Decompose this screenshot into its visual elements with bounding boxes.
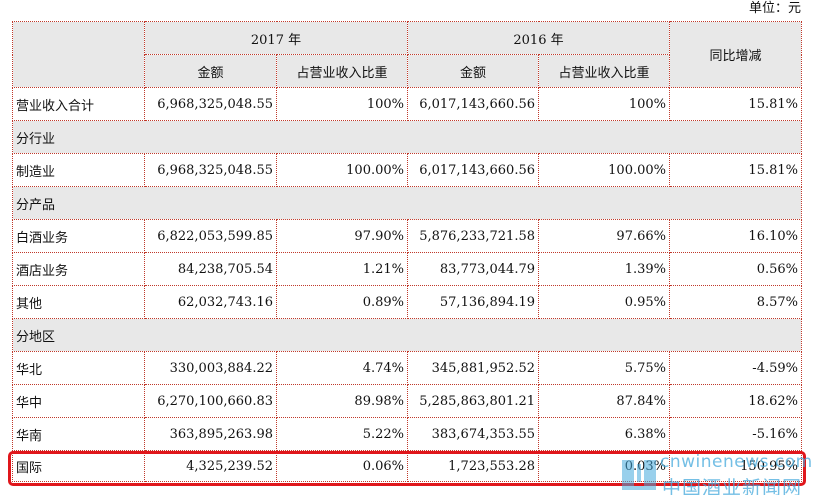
row-label: 制造业	[12, 153, 145, 187]
table-row: 华中 6,270,100,660.83 89.98% 5,285,863,801…	[12, 384, 802, 418]
amount-2016: 57,136,894.19	[407, 285, 539, 319]
amount-2017: 363,895,263.98	[144, 417, 277, 451]
yoy-change: -4.59%	[669, 351, 802, 385]
header-row-years: 2017 年 2016 年 同比增减	[12, 21, 802, 88]
share-2016: 5.75%	[538, 351, 670, 385]
amount-2017: 6,968,325,048.55	[144, 87, 277, 121]
revenue-table: 2017 年 2016 年 同比增减 金额 占营业收入比重 金额 占营业收入比重…	[12, 21, 802, 482]
share-2017: 97.90%	[276, 219, 408, 253]
header-share-2017: 占营业收入比重	[276, 54, 408, 88]
amount-2016: 83,773,044.79	[407, 252, 539, 286]
section-label: 分地区	[12, 318, 802, 352]
section-row: 分产品	[12, 186, 802, 220]
table-row: 营业收入合计 6,968,325,048.55 100% 6,017,143,6…	[12, 87, 802, 121]
share-2016: 0.95%	[538, 285, 670, 319]
header-amount-2016: 金额	[407, 54, 539, 88]
header-share-2016: 占营业收入比重	[538, 54, 670, 88]
amount-2016: 6,017,143,660.56	[407, 87, 539, 121]
yoy-change: 16.10%	[669, 219, 802, 253]
amount-2016: 345,881,952.52	[407, 351, 539, 385]
share-2016: 100.00%	[538, 153, 670, 187]
yoy-change: 0.56%	[669, 252, 802, 286]
row-label: 华北	[12, 351, 145, 385]
share-2016: 97.66%	[538, 219, 670, 253]
share-2017: 0.89%	[276, 285, 408, 319]
row-label: 其他	[12, 285, 145, 319]
section-label: 分行业	[12, 120, 802, 154]
header-amount-2017: 金额	[144, 54, 277, 88]
header-blank	[12, 21, 145, 88]
share-2016: 6.38%	[538, 417, 670, 451]
amount-2016: 5,285,863,801.21	[407, 384, 539, 418]
yoy-change: 8.57%	[669, 285, 802, 319]
amount-2017: 6,822,053,599.85	[144, 219, 277, 253]
yoy-change: 15.81%	[669, 87, 802, 121]
row-label: 营业收入合计	[12, 87, 145, 121]
header-2017: 2017 年	[144, 21, 408, 55]
row-label: 华中	[12, 384, 145, 418]
section-row: 分行业	[12, 120, 802, 154]
yoy-change: 18.62%	[669, 384, 802, 418]
table-row: 其他 62,032,743.16 0.89% 57,136,894.19 0.9…	[12, 285, 802, 319]
row-label: 国际	[12, 450, 145, 482]
table-row: 华北 330,003,884.22 4.74% 345,881,952.52 5…	[12, 351, 802, 385]
share-2017: 89.98%	[276, 384, 408, 418]
amount-2017: 4,325,239.52	[144, 450, 277, 482]
watermark: cnwinenews.com 中国酒业新闻网	[612, 452, 819, 495]
yoy-change: -5.16%	[669, 417, 802, 451]
yoy-change: 15.81%	[669, 153, 802, 187]
share-2016: 87.84%	[538, 384, 670, 418]
share-2017: 1.21%	[276, 252, 408, 286]
amount-2016: 6,017,143,660.56	[407, 153, 539, 187]
table-row: 白酒业务 6,822,053,599.85 97.90% 5,876,233,7…	[12, 219, 802, 253]
watermark-site-name: 中国酒业新闻网	[662, 477, 803, 495]
share-2017: 100%	[276, 87, 408, 121]
header-2016: 2016 年	[407, 21, 670, 55]
table-row: 制造业 6,968,325,048.55 100.00% 6,017,143,6…	[12, 153, 802, 187]
amount-2017: 62,032,743.16	[144, 285, 277, 319]
share-2017: 100.00%	[276, 153, 408, 187]
amount-2017: 84,238,705.54	[144, 252, 277, 286]
share-2016: 1.39%	[538, 252, 670, 286]
share-2016: 100%	[538, 87, 670, 121]
header-row-sub: 金额 占营业收入比重 金额 占营业收入比重	[13, 54, 802, 88]
amount-2016: 5,876,233,721.58	[407, 219, 539, 253]
amount-2017: 6,968,325,048.55	[144, 153, 277, 187]
row-label: 白酒业务	[12, 219, 145, 253]
watermark-url: cnwinenews.com	[660, 452, 813, 472]
amount-2016: 383,674,353.55	[407, 417, 539, 451]
table-row: 华南 363,895,263.98 5.22% 383,674,353.55 6…	[12, 417, 802, 451]
section-label: 分产品	[12, 186, 802, 220]
amount-2017: 6,270,100,660.83	[144, 384, 277, 418]
header-yoy: 同比增减	[669, 21, 802, 88]
share-2017: 5.22%	[276, 417, 408, 451]
share-2017: 0.06%	[276, 450, 408, 482]
watermark-logo-icon	[622, 460, 656, 490]
amount-2016: 1,723,553.28	[407, 450, 539, 482]
share-2017: 4.74%	[276, 351, 408, 385]
highlight-box	[8, 451, 806, 486]
section-row: 分地区	[12, 318, 802, 352]
unit-label: 单位：元	[748, 1, 801, 16]
row-label: 酒店业务	[12, 252, 145, 286]
row-label: 华南	[12, 417, 145, 451]
table-row: 酒店业务 84,238,705.54 1.21% 83,773,044.79 1…	[12, 252, 802, 286]
amount-2017: 330,003,884.22	[144, 351, 277, 385]
